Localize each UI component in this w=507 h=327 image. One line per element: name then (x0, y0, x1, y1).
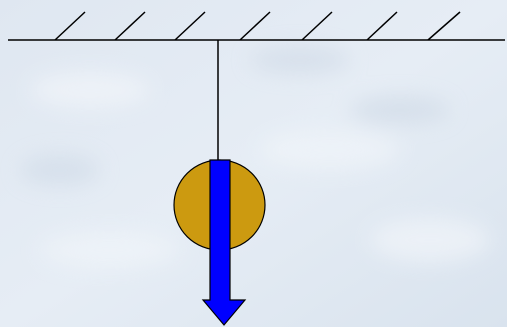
gravity-arrow (201, 159, 247, 326)
hatching (54, 11, 461, 41)
background-texture (20, 46, 490, 268)
ceiling (8, 11, 505, 41)
